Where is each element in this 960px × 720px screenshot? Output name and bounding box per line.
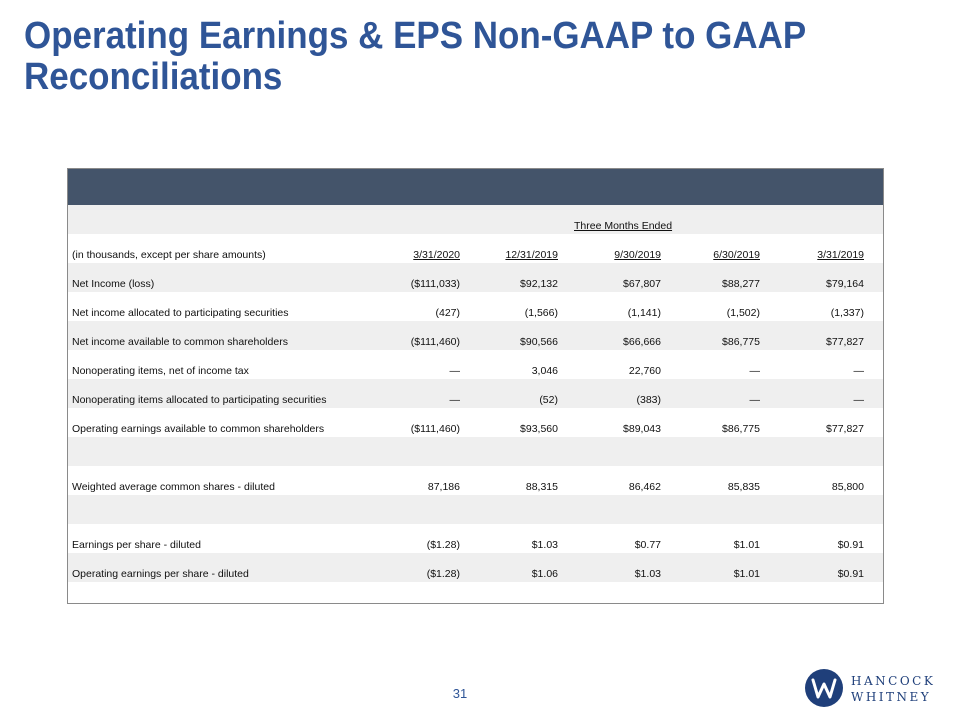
table-row: Nonoperating items, net of income tax — … [68,350,883,379]
row-value: ($1.28) [426,568,460,580]
spacer-row [68,437,883,466]
row-label: Operating earnings per share - diluted [72,568,249,580]
row-label: Operating earnings available to common s… [72,423,325,435]
row-value: $0.91 [837,568,864,580]
row-value: (383) [636,394,661,406]
row-value: 88,315 [525,481,558,493]
row-value: $0.91 [837,539,864,551]
row-value: — [449,365,461,377]
row-value: (1,502) [726,307,760,319]
row-value: $1.01 [733,539,760,551]
table-row: Net income allocated to participating se… [68,292,883,321]
table-row: Nonoperating items allocated to particip… [68,379,883,408]
row-value: $86,775 [722,336,760,348]
row-label: Nonoperating items, net of income tax [72,365,249,377]
table-header-bar [68,169,883,205]
reconciliation-table: Three Months Ended (in thousands, except… [67,168,884,604]
row-label: Net income allocated to participating se… [72,307,289,319]
row-value: $93,560 [520,423,558,435]
column-header-row: (in thousands, except per share amounts)… [68,234,883,263]
row-label: Earnings per share - diluted [72,539,201,551]
row-value: $1.03 [531,539,558,551]
table-row: Earnings per share - diluted ($1.28) $1.… [68,524,883,553]
group-header-label: Three Months Ended [574,220,673,232]
row-value: $89,043 [623,423,661,435]
row-value: — [449,394,461,406]
column-header: 6/30/2019 [713,249,760,261]
row-value: $1.06 [531,568,558,580]
row-value: — [853,365,865,377]
table-row: Net income available to common sharehold… [68,321,883,350]
table-row: Net Income (loss) ($111,033) $92,132 $67… [68,263,883,292]
row-value: $86,775 [722,423,760,435]
row-value: $67,807 [623,278,661,290]
row-label: Nonoperating items allocated to particip… [72,394,327,406]
company-logo: HANCOCK WHITNEY [804,668,944,712]
row-value: $0.77 [634,539,661,551]
row-value: 86,462 [628,481,661,493]
row-value: $88,277 [722,278,760,290]
column-header: 3/31/2019 [817,249,864,261]
column-header: 9/30/2019 [614,249,661,261]
column-header: 3/31/2020 [413,249,460,261]
row-value: ($111,033) [410,278,460,290]
column-header: 12/31/2019 [505,249,558,261]
page-number: 31 [452,686,468,701]
table-row: Operating earnings per share - diluted (… [68,553,883,582]
logo-text-line: WHITNEY [851,690,932,704]
row-value: $1.03 [634,568,661,580]
row-value: $90,566 [520,336,558,348]
row-value: ($111,460) [410,423,460,435]
row-value: 3,046 [531,365,558,377]
row-value: 87,186 [427,481,460,493]
row-value: — [853,394,865,406]
row-value: $1.01 [733,568,760,580]
row-value: (1,566) [524,307,558,319]
row-value: ($1.28) [426,539,460,551]
row-value: (52) [539,394,558,406]
row-label: Net income available to common sharehold… [72,336,288,348]
row-value: (427) [435,307,460,319]
row-value: $77,827 [826,423,864,435]
row-value: $92,132 [520,278,558,290]
group-header-row: Three Months Ended [68,205,883,234]
table-row: Operating earnings available to common s… [68,408,883,437]
row-label: Net Income (loss) [72,278,155,290]
row-value: — [749,394,761,406]
column-header-label: (in thousands, except per share amounts) [72,249,266,261]
row-value: 85,835 [727,481,760,493]
spacer-row [68,495,883,524]
row-value: ($111,460) [410,336,460,348]
logo-text-line: HANCOCK [851,674,936,688]
row-value: — [749,365,761,377]
row-value: (1,337) [830,307,864,319]
row-label: Weighted average common shares - diluted [72,481,275,493]
row-value: 85,800 [831,481,864,493]
row-value: (1,141) [627,307,661,319]
hancock-whitney-logo-icon [805,669,843,707]
row-value: $66,666 [623,336,661,348]
page-title: Operating Earnings & EPS Non-GAAP to GAA… [24,15,806,98]
row-value: 22,760 [628,365,661,377]
row-value: $79,164 [826,278,864,290]
table-row: Weighted average common shares - diluted… [68,466,883,495]
row-value: $77,827 [826,336,864,348]
